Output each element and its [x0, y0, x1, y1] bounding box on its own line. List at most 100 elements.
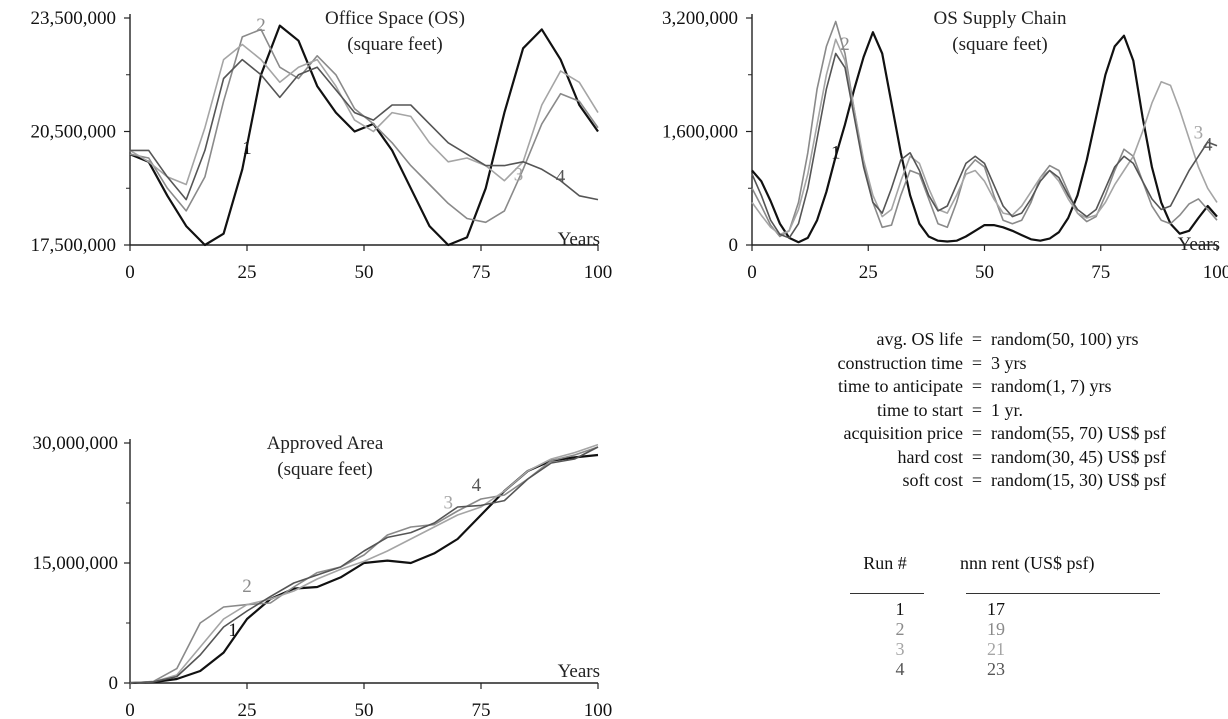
x-tick-label: 25	[238, 700, 257, 719]
param-value: 1 yr.	[991, 399, 1024, 420]
run-label: 1	[831, 142, 841, 163]
run-label: 3	[443, 493, 453, 514]
param-value: random(30, 45) US$ psf	[991, 446, 1166, 467]
run-table-row: 1 17	[840, 599, 1160, 619]
param-equals: =	[971, 446, 983, 467]
param-name: avg. OS life	[876, 329, 963, 349]
series-line-run-3	[129, 43, 599, 186]
run-label: 4	[1203, 135, 1213, 156]
run-number: 2	[895, 619, 905, 639]
run-label: 4	[472, 475, 482, 496]
parameter-list: avg. OS life = random(50, 100) yrs const…	[700, 328, 1220, 493]
param-row: construction time = 3 yrs	[700, 352, 1220, 376]
series-line-run-4	[751, 52, 1218, 239]
rent-value: 23	[987, 659, 1005, 679]
param-row: soft cost = random(15, 30) US$ psf	[700, 469, 1220, 493]
run-table: Run # nnn rent (US$ psf) 1 17 2 19 3 21 …	[840, 553, 1160, 679]
run-number-header: Run #	[863, 553, 907, 573]
header-rule	[966, 593, 1160, 594]
series-line-run-2	[751, 20, 1218, 238]
x-tick-label: 25	[238, 262, 257, 283]
param-value: random(50, 100) yrs	[991, 329, 1139, 349]
chart-subtitle: (square feet)	[347, 34, 442, 55]
run-label: 1	[228, 620, 238, 641]
param-name: hard cost	[897, 446, 963, 467]
x-tick-label: 50	[355, 700, 374, 719]
y-tick-label: 20,500,000	[31, 122, 117, 143]
chart-subtitle: (square feet)	[277, 459, 372, 480]
x-tick-label: 75	[472, 262, 491, 283]
param-row: time to start = 1 yr.	[700, 399, 1220, 423]
param-value: 3 yrs	[991, 352, 1027, 373]
param-name: acquisition price	[843, 423, 963, 443]
header-rule	[850, 593, 924, 594]
param-row: hard cost = random(30, 45) US$ psf	[700, 446, 1220, 470]
run-table-row: 4 23	[840, 659, 1160, 679]
y-tick-label: 3,200,000	[662, 8, 738, 29]
run-table-row: 2 19	[840, 619, 1160, 639]
param-equals: =	[971, 352, 983, 373]
param-equals: =	[971, 423, 983, 443]
series-line-run-1	[129, 24, 599, 247]
param-row: time to anticipate = random(1, 7) yrs	[700, 375, 1220, 399]
rent-value: 17	[987, 599, 1005, 619]
x-axis-label: Years	[558, 661, 600, 682]
header-rules	[840, 579, 1160, 599]
series-line-run-2	[129, 446, 599, 684]
param-row: acquisition price = random(55, 70) US$ p…	[700, 422, 1220, 446]
rent-header: nnn rent (US$ psf)	[960, 553, 1095, 573]
run-number: 3	[895, 639, 905, 659]
x-tick-label: 75	[1091, 262, 1110, 283]
run-label: 4	[556, 167, 566, 188]
y-tick-label: 23,500,000	[31, 8, 117, 29]
x-tick-label: 100	[584, 700, 613, 719]
param-value: random(15, 30) US$ psf	[991, 470, 1166, 490]
x-axis-label: Years	[558, 229, 600, 250]
rent-value: 19	[987, 619, 1005, 639]
y-tick-label: 17,500,000	[31, 235, 117, 256]
x-tick-label: 25	[859, 262, 878, 283]
series-line-run-1	[751, 31, 1218, 244]
param-row: avg. OS life = random(50, 100) yrs	[700, 328, 1220, 352]
series-line-run-1	[129, 453, 599, 685]
x-tick-label: 100	[1203, 262, 1228, 283]
y-tick-label: 0	[109, 673, 119, 694]
x-tick-label: 0	[747, 262, 757, 283]
series-line-run-4	[130, 58, 599, 201]
chart-subtitle: (square feet)	[952, 34, 1047, 55]
run-label: 3	[514, 165, 524, 186]
param-name: construction time	[837, 352, 963, 373]
y-tick-label: 30,000,000	[33, 433, 119, 454]
param-equals: =	[971, 399, 983, 420]
param-name: time to anticipate	[838, 376, 963, 396]
run-table-row: 3 21	[840, 639, 1160, 659]
x-tick-label: 50	[975, 262, 994, 283]
y-tick-label: 1,600,000	[662, 122, 738, 143]
chart-title: Approved Area	[267, 433, 384, 454]
series-line-run-3	[129, 443, 599, 684]
x-tick-label: 100	[584, 262, 613, 283]
series-line-run-3	[751, 38, 1218, 236]
param-equals: =	[971, 329, 983, 349]
series-line-run-4	[129, 446, 599, 684]
param-name: soft cost	[902, 470, 964, 490]
chart-title: OS Supply Chain	[933, 8, 1067, 29]
chart-title: Office Space (OS)	[325, 8, 465, 29]
x-tick-label: 0	[125, 262, 135, 283]
run-label: 2	[256, 15, 266, 36]
run-label: 1	[242, 138, 252, 159]
y-tick-label: 0	[729, 235, 739, 256]
y-tick-label: 15,000,000	[33, 553, 119, 574]
run-label: 2	[840, 34, 850, 55]
x-tick-label: 0	[125, 700, 135, 719]
param-value: random(55, 70) US$ psf	[991, 423, 1166, 443]
x-axis-label: Years	[1178, 234, 1220, 255]
run-table-header: Run # nnn rent (US$ psf)	[840, 553, 1160, 579]
param-value: random(1, 7) yrs	[991, 376, 1112, 396]
param-name: time to start	[877, 399, 963, 420]
run-label: 2	[242, 576, 252, 597]
param-equals: =	[971, 470, 983, 490]
param-equals: =	[971, 376, 983, 396]
run-label: 3	[1194, 123, 1204, 144]
